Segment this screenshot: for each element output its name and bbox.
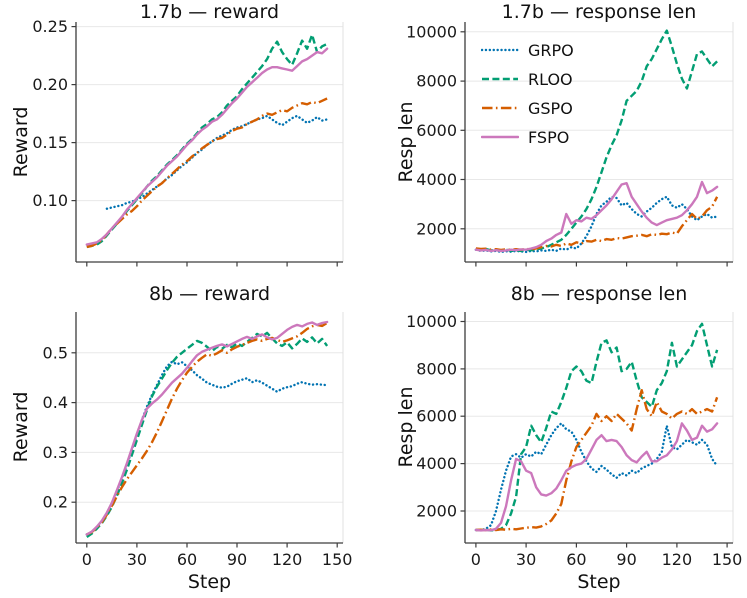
legend-label-gspo: GSPO [528,98,573,118]
subplot-8b-reward: 0.2 0.3 0.4 0.5 0 30 60 90 120 150 [43,312,353,569]
legend-label-grpo: GRPO [528,40,574,60]
y-tick-label: 2000 [416,219,457,238]
y-tick-label: 10000 [406,22,457,41]
legend-entry-rloo: RLOO [481,68,574,90]
line-FSPO [474,422,719,532]
subplot-1.7b-reward: 0.10 0.15 0.20 0.25 [32,17,344,267]
line-FSPO [85,320,329,536]
line-GSPO [86,97,328,249]
x-axis-label-8b-response-len: Step [577,571,621,593]
x-axis-label-8b-reward: Step [187,571,232,593]
legend-line-sample-rloo [482,77,518,81]
y-tick-label: 0.15 [32,133,68,152]
x-tick-label: 120 [272,550,303,569]
line-GSPO [475,389,719,532]
y-tick-label: 0.2 [43,493,68,512]
legend-line-sample-grpo [481,48,519,52]
subplot-1.7b-response-len: 2000 4000 6000 8000 10000 [406,22,734,267]
line-RLOO [475,29,718,253]
line-GRPO [474,422,719,532]
y-axis-label-8b-response-len: Resp len [395,386,417,468]
line-GSPO [86,321,328,536]
legend-line-sample-gspo [482,106,518,110]
y-tick-label: 0.4 [43,393,68,412]
x-tick-label: 90 [616,550,636,569]
y-tick-label: 0.25 [32,17,68,36]
legend-label-fspo: FSPO [528,127,570,147]
x-tick-label: 150 [322,550,353,569]
line-RLOO [86,331,329,538]
y-tick-label: 10000 [406,312,457,331]
legend-entry-fspo: FSPO [481,126,574,148]
line-RLOO [475,322,719,532]
legend-entry-gspo: GSPO [481,97,574,119]
line-FSPO [85,47,329,246]
y-tick-label: 0.20 [32,75,68,94]
y-axis-label-17b-response-len: Resp len [395,101,417,183]
line-GSPO [475,196,719,252]
x-tick-label: 0 [82,550,92,569]
x-tick-label: 30 [516,550,536,569]
legend-label-rloo: RLOO [528,69,573,89]
subplot-title-17b-response-len: 1.7b — response len [501,1,697,23]
y-axis-label-17b-reward: Reward [10,106,32,178]
y-tick-label: 0.3 [43,443,68,462]
y-tick-label: 0.5 [43,343,68,362]
x-tick-label: 90 [227,550,247,569]
y-tick-label: 4000 [416,170,457,189]
legend-line-sample-fspo [481,135,519,139]
y-tick-label: 4000 [416,454,457,473]
subplot-title-8b-reward: 8b — reward [148,283,271,305]
y-tick-label: 6000 [416,121,457,140]
x-tick-label: 150 [712,550,743,569]
subplot-title-8b-response-len: 8b — response len [510,283,688,305]
y-tick-label: 0.10 [32,191,68,210]
x-tick-label: 0 [471,550,481,569]
y-axis-label-8b-reward: Reward [10,391,32,463]
line-FSPO [474,180,719,253]
subplot-8b-response-len: 2000 4000 6000 8000 10000 0 30 60 90 120 150 [406,312,742,569]
line-GRPO [474,195,719,254]
x-tick-label: 60 [566,550,586,569]
y-tick-label: 6000 [416,407,457,426]
x-tick-label: 30 [127,550,147,569]
subplot-title-17b-reward: 1.7b — reward [139,1,280,23]
x-tick-label: 120 [662,550,693,569]
y-tick-label: 2000 [416,502,457,521]
x-tick-label: 60 [177,550,197,569]
y-tick-label: 8000 [416,359,457,378]
line-GRPO [85,360,329,536]
legend-entry-grpo: GRPO [481,39,574,61]
legend: GRPO RLOO GSPO FSPO [481,39,574,148]
y-tick-label: 8000 [416,72,457,91]
